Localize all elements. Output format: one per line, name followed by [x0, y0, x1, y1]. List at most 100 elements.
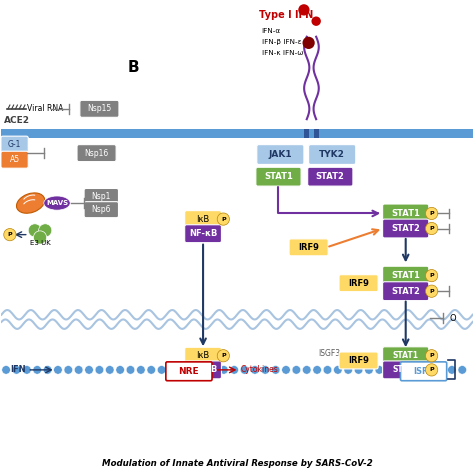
Circle shape: [4, 228, 16, 241]
Circle shape: [334, 365, 342, 374]
Text: Nsp15: Nsp15: [87, 104, 111, 113]
Bar: [314, 129, 319, 137]
Circle shape: [230, 365, 238, 374]
Text: Modulation of Innate Antiviral Response by SARS-CoV-2: Modulation of Innate Antiviral Response …: [101, 459, 373, 468]
Circle shape: [116, 365, 124, 374]
Circle shape: [406, 365, 415, 374]
Circle shape: [43, 365, 52, 374]
Circle shape: [261, 365, 270, 374]
Text: NF-κB: NF-κB: [189, 229, 217, 238]
Text: ISRE: ISRE: [413, 367, 434, 376]
Text: STAT2: STAT2: [316, 172, 345, 181]
FancyBboxPatch shape: [1, 136, 28, 153]
FancyBboxPatch shape: [257, 145, 304, 164]
Circle shape: [168, 365, 176, 374]
FancyBboxPatch shape: [383, 204, 429, 223]
Ellipse shape: [17, 193, 45, 213]
Text: MAVS: MAVS: [46, 200, 68, 206]
FancyBboxPatch shape: [185, 210, 221, 228]
Circle shape: [426, 207, 438, 219]
Circle shape: [33, 365, 41, 374]
FancyBboxPatch shape: [77, 145, 116, 162]
Text: Viral RNA: Viral RNA: [27, 104, 64, 113]
Text: P: P: [8, 232, 12, 237]
Text: IRF9: IRF9: [348, 356, 369, 365]
Text: O: O: [449, 313, 456, 322]
Circle shape: [272, 365, 280, 374]
Circle shape: [106, 365, 114, 374]
Text: STAT1: STAT1: [264, 172, 293, 181]
FancyBboxPatch shape: [401, 362, 447, 381]
Circle shape: [426, 270, 438, 282]
Text: IFN-α: IFN-α: [262, 27, 281, 34]
Circle shape: [147, 365, 155, 374]
Circle shape: [355, 365, 363, 374]
FancyBboxPatch shape: [308, 167, 353, 186]
Text: IκB: IκB: [196, 351, 210, 360]
Text: Nsp16: Nsp16: [84, 149, 109, 158]
Ellipse shape: [44, 196, 70, 210]
Text: NRE: NRE: [179, 367, 199, 376]
FancyBboxPatch shape: [383, 347, 429, 365]
Text: P: P: [429, 273, 434, 278]
Circle shape: [85, 365, 93, 374]
FancyBboxPatch shape: [84, 189, 118, 204]
FancyBboxPatch shape: [84, 201, 118, 218]
Circle shape: [447, 365, 456, 374]
Circle shape: [302, 36, 315, 49]
FancyBboxPatch shape: [256, 167, 301, 186]
Circle shape: [396, 365, 404, 374]
FancyBboxPatch shape: [289, 239, 328, 256]
Circle shape: [240, 365, 249, 374]
FancyBboxPatch shape: [185, 347, 221, 364]
FancyBboxPatch shape: [80, 100, 119, 117]
Text: STAT2: STAT2: [392, 365, 419, 374]
Text: P: P: [429, 367, 434, 373]
Circle shape: [137, 365, 145, 374]
Circle shape: [178, 365, 187, 374]
Circle shape: [2, 365, 10, 374]
Text: Nsp6: Nsp6: [91, 205, 111, 214]
Bar: [1, 129, 473, 137]
Text: P: P: [221, 353, 226, 358]
Circle shape: [64, 365, 73, 374]
Text: A5: A5: [9, 155, 19, 164]
FancyBboxPatch shape: [339, 352, 378, 369]
Circle shape: [28, 224, 41, 237]
Circle shape: [427, 365, 436, 374]
Bar: [304, 129, 309, 137]
Circle shape: [282, 365, 290, 374]
FancyBboxPatch shape: [339, 275, 378, 292]
Text: G-1: G-1: [8, 140, 21, 149]
FancyBboxPatch shape: [166, 362, 212, 381]
Circle shape: [344, 365, 353, 374]
Circle shape: [209, 365, 218, 374]
Circle shape: [311, 17, 321, 26]
Circle shape: [417, 365, 425, 374]
Circle shape: [95, 365, 104, 374]
Circle shape: [38, 224, 52, 237]
Circle shape: [217, 350, 229, 362]
Text: ISGF3: ISGF3: [318, 349, 340, 358]
Text: IFN-β IFN-ε: IFN-β IFN-ε: [262, 39, 301, 45]
Text: P: P: [221, 217, 226, 221]
Text: Nsp1: Nsp1: [91, 192, 111, 201]
Circle shape: [426, 222, 438, 235]
Circle shape: [458, 365, 466, 374]
Text: ACE2: ACE2: [4, 116, 30, 125]
Text: JAK1: JAK1: [269, 150, 292, 159]
FancyBboxPatch shape: [383, 266, 429, 285]
Text: E3 UK: E3 UK: [30, 240, 50, 246]
Text: STAT2: STAT2: [391, 224, 420, 233]
Text: STAT1: STAT1: [391, 209, 420, 218]
Circle shape: [217, 213, 229, 225]
Circle shape: [199, 365, 207, 374]
Circle shape: [323, 365, 332, 374]
Circle shape: [23, 365, 31, 374]
Text: P: P: [429, 289, 434, 294]
Circle shape: [302, 365, 311, 374]
Text: STAT2: STAT2: [391, 287, 420, 296]
Circle shape: [34, 231, 46, 244]
Circle shape: [126, 365, 135, 374]
Circle shape: [251, 365, 259, 374]
